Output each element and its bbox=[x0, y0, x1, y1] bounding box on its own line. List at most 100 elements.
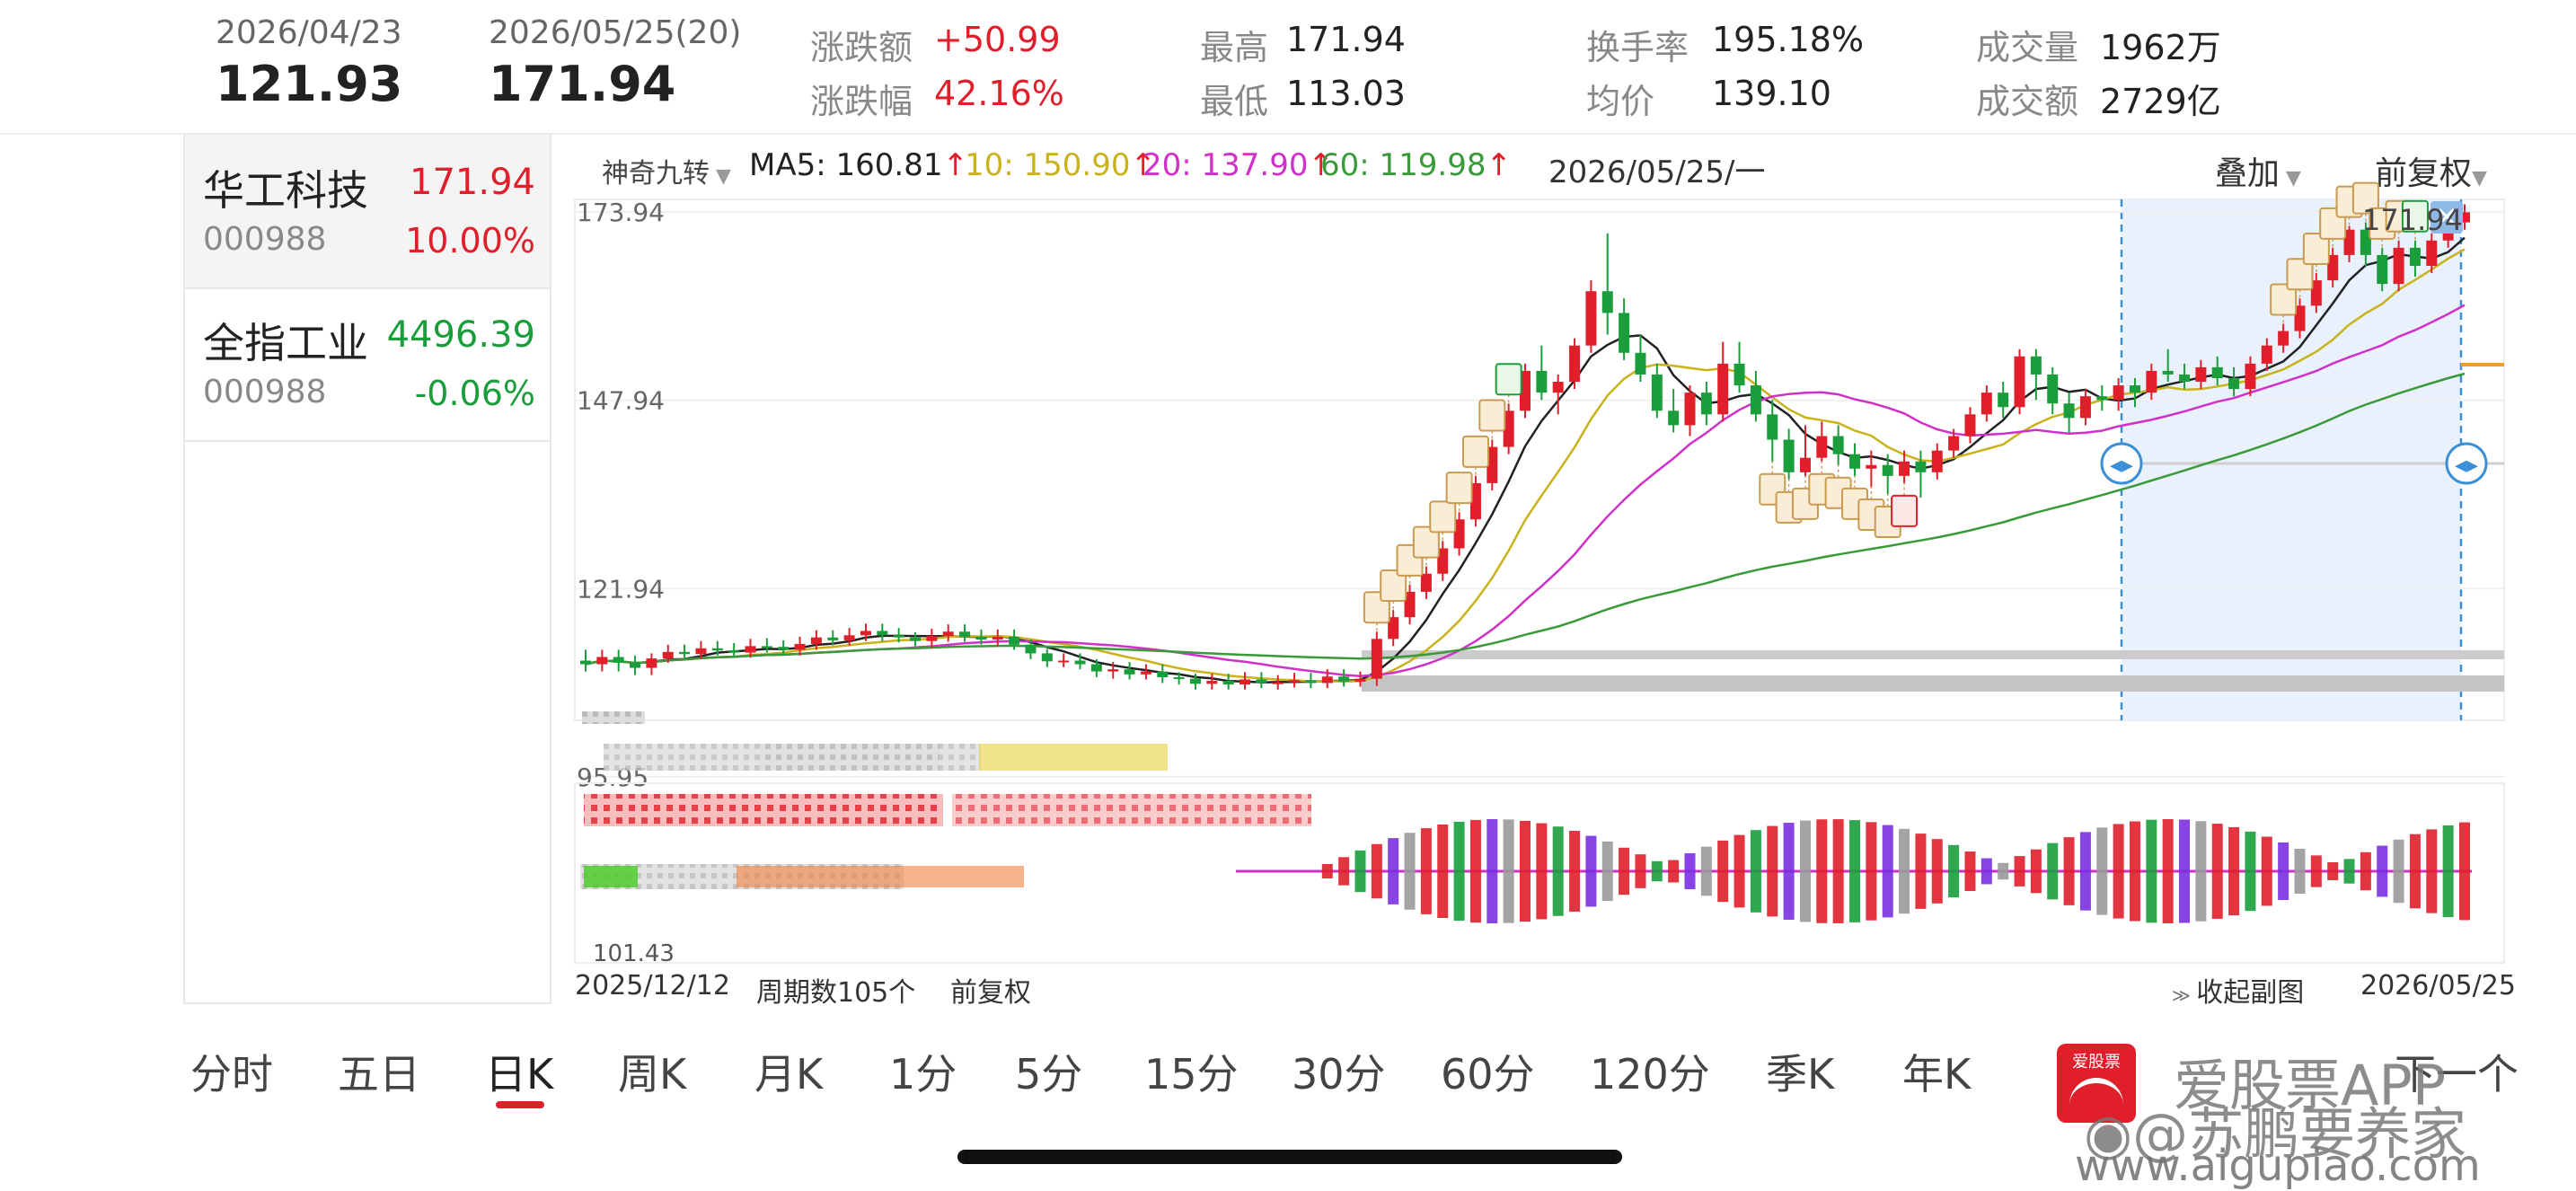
tab-15min[interactable]: 15分 bbox=[1144, 1050, 1239, 1098]
stock-card-index[interactable]: 全指工业 4496.39 000988 -0.06% bbox=[185, 287, 550, 442]
close-range-icon[interactable]: ✕ bbox=[2430, 201, 2463, 234]
sub-indicator-bar bbox=[2195, 821, 2207, 922]
sub-indicator-bar bbox=[1321, 864, 1333, 878]
candle-body bbox=[959, 631, 971, 637]
tab-daily-k[interactable]: 日K bbox=[485, 1050, 554, 1098]
sub-indicator-bar bbox=[1882, 825, 1893, 918]
candle-body bbox=[1222, 681, 1234, 685]
candle-body bbox=[2261, 345, 2272, 364]
tab-30min[interactable]: 30分 bbox=[1292, 1050, 1386, 1098]
candle-body bbox=[1601, 291, 1613, 313]
home-indicator[interactable] bbox=[957, 1150, 1622, 1164]
sub-indicator-bar bbox=[2096, 827, 2108, 915]
candle-body bbox=[2211, 366, 2223, 378]
sub-indicator-bar bbox=[1354, 850, 1366, 893]
change-pct-label: 涨跌幅 bbox=[810, 82, 913, 121]
avg-label: 均价 bbox=[1586, 82, 1655, 121]
candle-body bbox=[2113, 385, 2124, 401]
candle-body bbox=[2014, 356, 2025, 408]
tab-yearly-k[interactable]: 年K bbox=[1902, 1050, 1972, 1098]
tab-monthly-k[interactable]: 月K bbox=[754, 1050, 824, 1098]
svg-text:◂▸: ◂▸ bbox=[2110, 452, 2133, 479]
footer-end-date: 2026/05/25 bbox=[2360, 970, 2516, 1001]
ma5-label: MA5: 160.81↑ bbox=[749, 147, 968, 183]
sub-indicator-bar bbox=[1799, 820, 1811, 922]
sub-indicator-bar bbox=[2014, 856, 2025, 887]
candle-body bbox=[1998, 393, 2009, 408]
candle-body bbox=[1520, 370, 1531, 411]
tab-quarterly-k[interactable]: 季K bbox=[1766, 1050, 1835, 1098]
candle-body bbox=[2459, 212, 2470, 223]
tab-5min[interactable]: 5分 bbox=[1015, 1050, 1083, 1098]
collapse-subchart-button[interactable]: ≫ 收起副图 bbox=[2172, 970, 2304, 1010]
indicator-select[interactable]: 神奇九转 ▼ bbox=[602, 151, 731, 190]
app-logo-text: 爱股票 bbox=[2072, 1053, 2121, 1072]
tab-five-day[interactable]: 五日 bbox=[338, 1050, 420, 1098]
adjust-button[interactable]: 前复权▼ bbox=[2375, 147, 2487, 194]
candle-body bbox=[1437, 548, 1449, 574]
tab-intraday[interactable]: 分时 bbox=[190, 1050, 273, 1098]
sub-indicator-bar bbox=[2245, 831, 2256, 912]
sub-indicator-bar bbox=[1717, 840, 1729, 903]
candle-body bbox=[646, 658, 657, 668]
y-tick-label: 147.94 bbox=[577, 386, 665, 416]
weibo-icon: ◉ bbox=[2084, 1101, 2133, 1167]
sub-indicator-bar bbox=[2030, 849, 2042, 894]
avg-value: 139.10 bbox=[1712, 74, 1831, 113]
end-date: 2026/05/25(20) bbox=[489, 14, 742, 51]
sub-indicator-bar bbox=[1734, 834, 1745, 908]
candle-body bbox=[1585, 291, 1597, 346]
tab-60min[interactable]: 60分 bbox=[1441, 1050, 1535, 1098]
sub-indicator-bar bbox=[1981, 858, 1992, 885]
candle-body bbox=[1321, 676, 1333, 684]
sub-indicator-bar bbox=[2310, 855, 2322, 887]
next-stock-button[interactable]: 下一个 bbox=[2395, 1050, 2519, 1098]
nine-turn-marker bbox=[1445, 472, 1473, 505]
sub-indicator-bar bbox=[1552, 826, 1564, 916]
summary-bar: 2026/04/23 121.93 2026/05/25(20) 171.94 … bbox=[0, 0, 2576, 135]
nine-turn-marker bbox=[2270, 283, 2298, 316]
blurred-region bbox=[737, 866, 1024, 887]
candle-body bbox=[1272, 682, 1284, 684]
candle-body bbox=[1619, 313, 1630, 353]
candle-body bbox=[1157, 671, 1169, 678]
candle-body bbox=[1404, 591, 1416, 618]
up-arrow-icon: ↑ bbox=[1130, 147, 1157, 183]
candle-body bbox=[1305, 680, 1317, 684]
candle-body bbox=[877, 631, 888, 636]
sub-indicator-bar bbox=[1849, 820, 1861, 922]
candle-body bbox=[1189, 678, 1201, 684]
sub-indicator-bar bbox=[1437, 824, 1449, 919]
start-price: 121.93 bbox=[216, 56, 403, 112]
up-arrow-icon: ↑ bbox=[1308, 147, 1335, 183]
candle-body bbox=[1734, 363, 1745, 386]
watermark-url: www.aigupiao.com bbox=[2075, 1141, 2481, 1191]
overlay-button[interactable]: 叠加 ▼ bbox=[2215, 147, 2301, 194]
sub-indicator-bar bbox=[2261, 836, 2272, 906]
chevron-down-icon: ≫ bbox=[2172, 984, 2197, 1006]
stock-card-primary[interactable]: 华工科技 171.94 000988 10.00% bbox=[185, 135, 550, 289]
y-tick-label: 173.94 bbox=[577, 198, 665, 227]
high-value: 171.94 bbox=[1286, 20, 1406, 59]
candle-body bbox=[2179, 374, 2191, 383]
range-handle-right[interactable]: ◂▸ bbox=[2445, 442, 2488, 485]
sub-indicator-bar bbox=[1915, 834, 1927, 909]
candle-body bbox=[926, 636, 938, 641]
candle-body bbox=[778, 647, 790, 650]
candle-body bbox=[2327, 254, 2339, 281]
tab-weekly-k[interactable]: 周K bbox=[618, 1050, 687, 1098]
footer-periods: 周期数105个 bbox=[756, 977, 916, 1009]
sub-indicator-bars bbox=[1321, 819, 2470, 923]
sub-indicator-bar bbox=[2146, 819, 2157, 923]
sub-indicator-bar bbox=[2129, 821, 2140, 922]
tab-120min[interactable]: 120分 bbox=[1590, 1050, 1710, 1098]
sub-indicator-bar bbox=[1601, 841, 1613, 902]
tab-1min[interactable]: 1分 bbox=[889, 1050, 957, 1098]
nine-turn-marker bbox=[2286, 258, 2314, 291]
stock-code: 000988 bbox=[203, 221, 327, 258]
candle-body bbox=[2079, 396, 2091, 419]
candle-body bbox=[1090, 664, 1102, 672]
candle-body bbox=[761, 646, 772, 648]
range-handle-left[interactable]: ◂▸ bbox=[2100, 442, 2143, 485]
